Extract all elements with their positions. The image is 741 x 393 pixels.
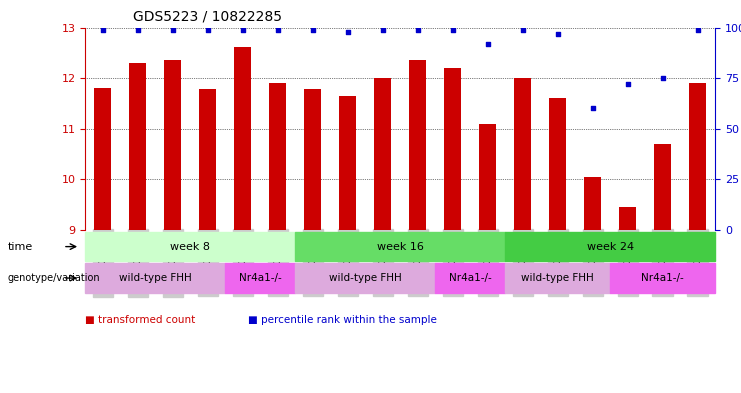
Text: ■ percentile rank within the sample: ■ percentile rank within the sample xyxy=(248,315,437,325)
Bar xyxy=(164,61,182,230)
Point xyxy=(482,40,494,47)
Point xyxy=(412,26,424,33)
Text: ■ transformed count: ■ transformed count xyxy=(85,315,196,325)
Bar xyxy=(584,177,602,230)
Point xyxy=(202,26,213,33)
Bar xyxy=(514,78,531,230)
Point xyxy=(587,105,599,112)
Point xyxy=(167,26,179,33)
Bar xyxy=(339,96,356,230)
Text: GDS5223 / 10822285: GDS5223 / 10822285 xyxy=(133,10,282,24)
Point xyxy=(447,26,459,33)
Point xyxy=(307,26,319,33)
Point xyxy=(97,26,109,33)
Bar xyxy=(304,89,322,230)
Point xyxy=(376,26,388,33)
Point xyxy=(132,26,144,33)
Text: week 8: week 8 xyxy=(170,242,210,252)
Bar xyxy=(689,83,706,230)
Text: wild-type FHH: wild-type FHH xyxy=(119,273,192,283)
Bar xyxy=(94,88,111,230)
Text: genotype/variation: genotype/variation xyxy=(7,273,100,283)
Bar xyxy=(234,47,251,230)
Text: time: time xyxy=(7,242,33,252)
Point xyxy=(516,26,528,33)
Point xyxy=(272,26,284,33)
Text: Nr4a1-/-: Nr4a1-/- xyxy=(239,273,282,283)
Bar xyxy=(619,207,637,230)
Text: Nr4a1-/-: Nr4a1-/- xyxy=(449,273,491,283)
Point xyxy=(622,81,634,87)
Bar xyxy=(654,144,671,230)
Text: wild-type FHH: wild-type FHH xyxy=(329,273,402,283)
Point xyxy=(691,26,703,33)
Point xyxy=(551,30,563,37)
Bar xyxy=(269,83,287,230)
Text: wild-type FHH: wild-type FHH xyxy=(521,273,594,283)
Text: week 24: week 24 xyxy=(587,242,634,252)
Bar xyxy=(199,89,216,230)
Bar xyxy=(374,78,391,230)
Bar xyxy=(409,61,426,230)
Bar xyxy=(479,124,496,230)
Bar xyxy=(549,98,566,230)
Point xyxy=(236,26,248,33)
Text: Nr4a1-/-: Nr4a1-/- xyxy=(641,273,684,283)
Bar xyxy=(444,68,462,230)
Text: week 16: week 16 xyxy=(376,242,424,252)
Bar xyxy=(129,63,147,230)
Point xyxy=(657,75,668,81)
Point xyxy=(342,28,353,35)
